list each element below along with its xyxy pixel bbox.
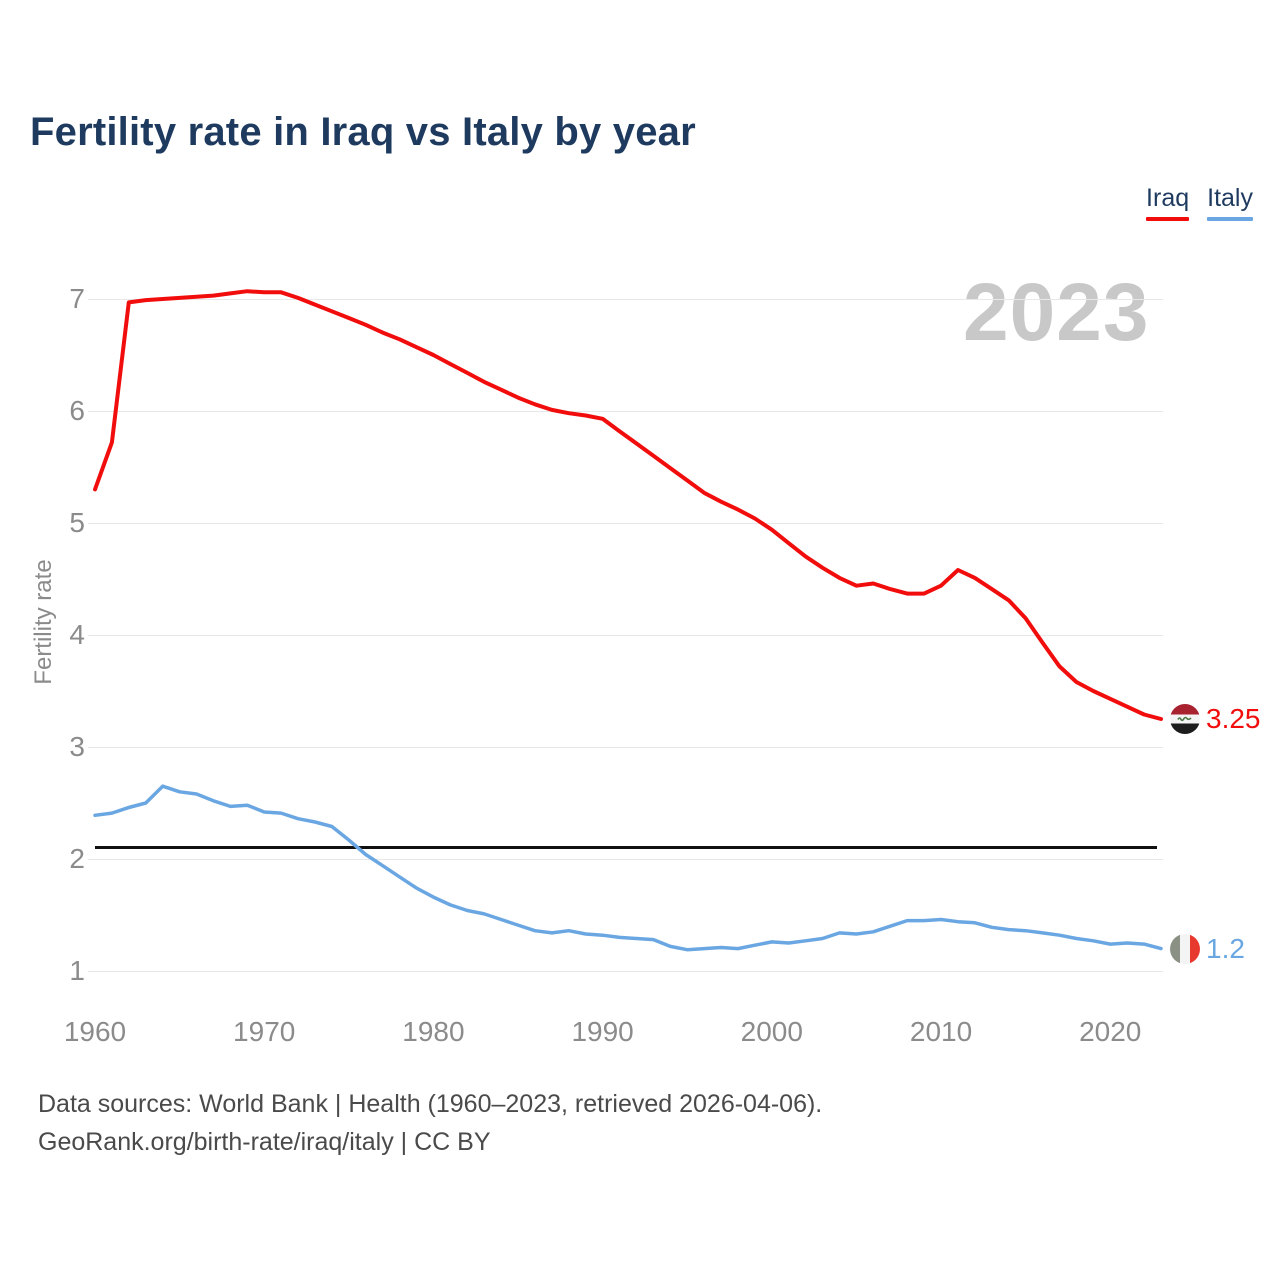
page-title: Fertility rate in Iraq vs Italy by year [30, 110, 696, 154]
attribution-text: GeoRank.org/birth-rate/iraq/italy | CC B… [38, 1128, 491, 1156]
y-tick-label: 3 [69, 731, 85, 762]
legend-swatch-iraq [1146, 217, 1190, 221]
y-tick-label: 6 [69, 395, 85, 426]
year-watermark: 2023 [963, 267, 1150, 358]
x-tick-label: 2010 [909, 1016, 973, 1047]
x-tick-label: 1970 [233, 1016, 296, 1047]
gridline [88, 858, 1163, 860]
replacement-level-line [95, 846, 1157, 850]
legend-label-italy: Italy [1207, 184, 1253, 212]
gridline [88, 634, 1163, 636]
gridline [88, 298, 1163, 300]
gridline [88, 410, 1163, 412]
y-tick-label: 7 [69, 283, 85, 314]
x-tick-label: 1960 [63, 1016, 127, 1047]
x-tick-label: 2000 [740, 1016, 803, 1047]
legend-item-italy[interactable]: Italy [1207, 184, 1253, 221]
gridline [88, 970, 1163, 972]
y-tick-label: 2 [69, 843, 85, 874]
legend-item-iraq[interactable]: Iraq [1146, 184, 1190, 221]
iraq-flag-icon [1170, 704, 1200, 734]
iraq-line-series[interactable] [93, 289, 1163, 721]
gridline [88, 746, 1163, 748]
italy-end-value: 1.2 [1206, 932, 1245, 964]
gridline [88, 522, 1163, 524]
legend-label-iraq: Iraq [1146, 184, 1190, 212]
y-tick-label: 1 [69, 955, 85, 986]
legend: Iraq Italy [1146, 184, 1253, 221]
x-tick-label: 2020 [1079, 1016, 1142, 1047]
data-sources-text: Data sources: World Bank | Health (1960–… [38, 1090, 823, 1118]
y-tick-label: 5 [69, 507, 85, 538]
italy-flag-icon [1170, 933, 1200, 964]
legend-swatch-italy [1207, 217, 1253, 221]
x-tick-label: 1990 [571, 1016, 634, 1047]
y-tick-label: 4 [69, 619, 85, 650]
iraq-end-value: 3.25 [1206, 703, 1261, 734]
x-tick-label: 1980 [402, 1016, 465, 1047]
italy-line-series[interactable] [93, 784, 1163, 952]
